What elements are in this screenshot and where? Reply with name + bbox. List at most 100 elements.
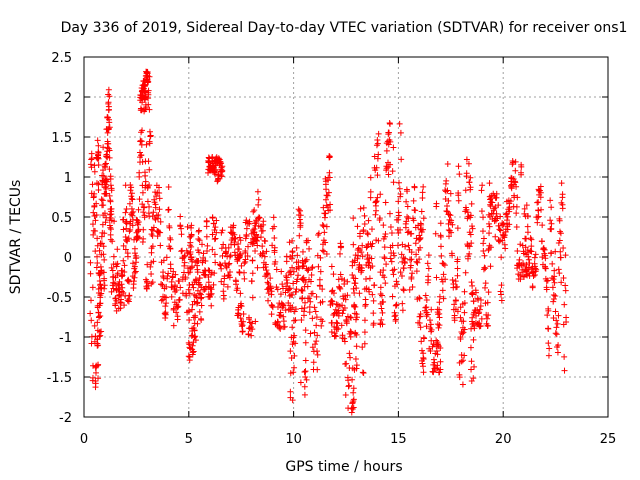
data-point (353, 285, 360, 292)
data-point (252, 248, 259, 255)
data-point (291, 317, 298, 324)
data-point (136, 173, 143, 180)
data-point (481, 264, 488, 271)
data-point (386, 210, 393, 217)
data-point (425, 265, 432, 272)
data-point (400, 286, 407, 293)
data-point (363, 275, 370, 282)
data-point (374, 137, 381, 144)
data-point (138, 152, 145, 159)
data-point (378, 305, 385, 312)
data-point (322, 239, 329, 246)
data-point (90, 231, 97, 238)
data-point (96, 247, 103, 254)
data-point (150, 224, 157, 231)
data-point (249, 235, 256, 242)
data-point (542, 252, 549, 259)
data-point (503, 217, 510, 224)
data-point (284, 280, 291, 287)
data-point (324, 192, 331, 199)
data-point (145, 87, 152, 94)
data-point (188, 263, 195, 270)
data-point (353, 314, 360, 321)
data-point (336, 250, 343, 257)
data-point (106, 192, 113, 199)
data-point (139, 158, 146, 165)
data-point (279, 301, 286, 308)
data-point (308, 272, 315, 279)
data-point (406, 286, 413, 293)
data-point (204, 248, 211, 255)
data-point (350, 396, 357, 403)
data-point (107, 173, 114, 180)
data-point (236, 246, 243, 253)
data-point (379, 309, 386, 316)
data-point (300, 262, 307, 269)
data-point (449, 221, 456, 228)
data-point (454, 308, 461, 315)
data-point (222, 250, 229, 257)
data-point (341, 305, 348, 312)
data-point (231, 239, 238, 246)
data-point (341, 335, 348, 342)
data-point (102, 219, 109, 226)
data-point (290, 280, 297, 287)
y-tick-label: 1 (64, 171, 72, 186)
data-point (509, 158, 516, 165)
data-point (370, 310, 377, 317)
data-point (465, 160, 472, 167)
data-point (327, 201, 334, 208)
data-point (149, 243, 156, 250)
data-point (491, 216, 498, 223)
data-point (188, 224, 195, 231)
data-point (196, 308, 203, 315)
data-point (491, 205, 498, 212)
data-point (543, 278, 550, 285)
data-point (116, 291, 123, 298)
data-point (362, 301, 369, 308)
data-point (368, 243, 375, 250)
data-point (454, 283, 461, 290)
data-point (134, 235, 141, 242)
data-point (101, 275, 108, 282)
data-point (348, 314, 355, 321)
data-point (143, 69, 150, 76)
data-point (467, 344, 474, 351)
data-point (498, 282, 505, 289)
data-point (361, 220, 368, 227)
data-point (467, 212, 474, 219)
data-point (342, 391, 349, 398)
data-point (263, 248, 270, 255)
data-point (347, 354, 354, 361)
data-point (178, 231, 185, 238)
data-point (338, 322, 345, 329)
data-point (114, 270, 121, 277)
data-point (265, 297, 272, 304)
data-point (139, 189, 146, 196)
data-point (253, 218, 260, 225)
data-point (473, 289, 480, 296)
data-point (439, 287, 446, 294)
data-point (463, 156, 470, 163)
data-point (139, 201, 146, 208)
data-point (403, 186, 410, 193)
data-point (260, 221, 267, 228)
data-point (219, 227, 226, 234)
data-point (392, 302, 399, 309)
data-point (125, 277, 132, 284)
data-point (535, 213, 542, 220)
data-point (360, 370, 367, 377)
data-point (484, 322, 491, 329)
data-point (523, 235, 530, 242)
data-point (430, 368, 437, 375)
data-point (145, 158, 152, 165)
data-point (187, 265, 194, 272)
data-point (544, 277, 551, 284)
data-point (499, 221, 506, 228)
data-point (420, 215, 427, 222)
data-point (159, 282, 166, 289)
data-point (158, 281, 165, 288)
data-point (401, 259, 408, 266)
data-point (496, 226, 503, 233)
data-point (457, 304, 464, 311)
